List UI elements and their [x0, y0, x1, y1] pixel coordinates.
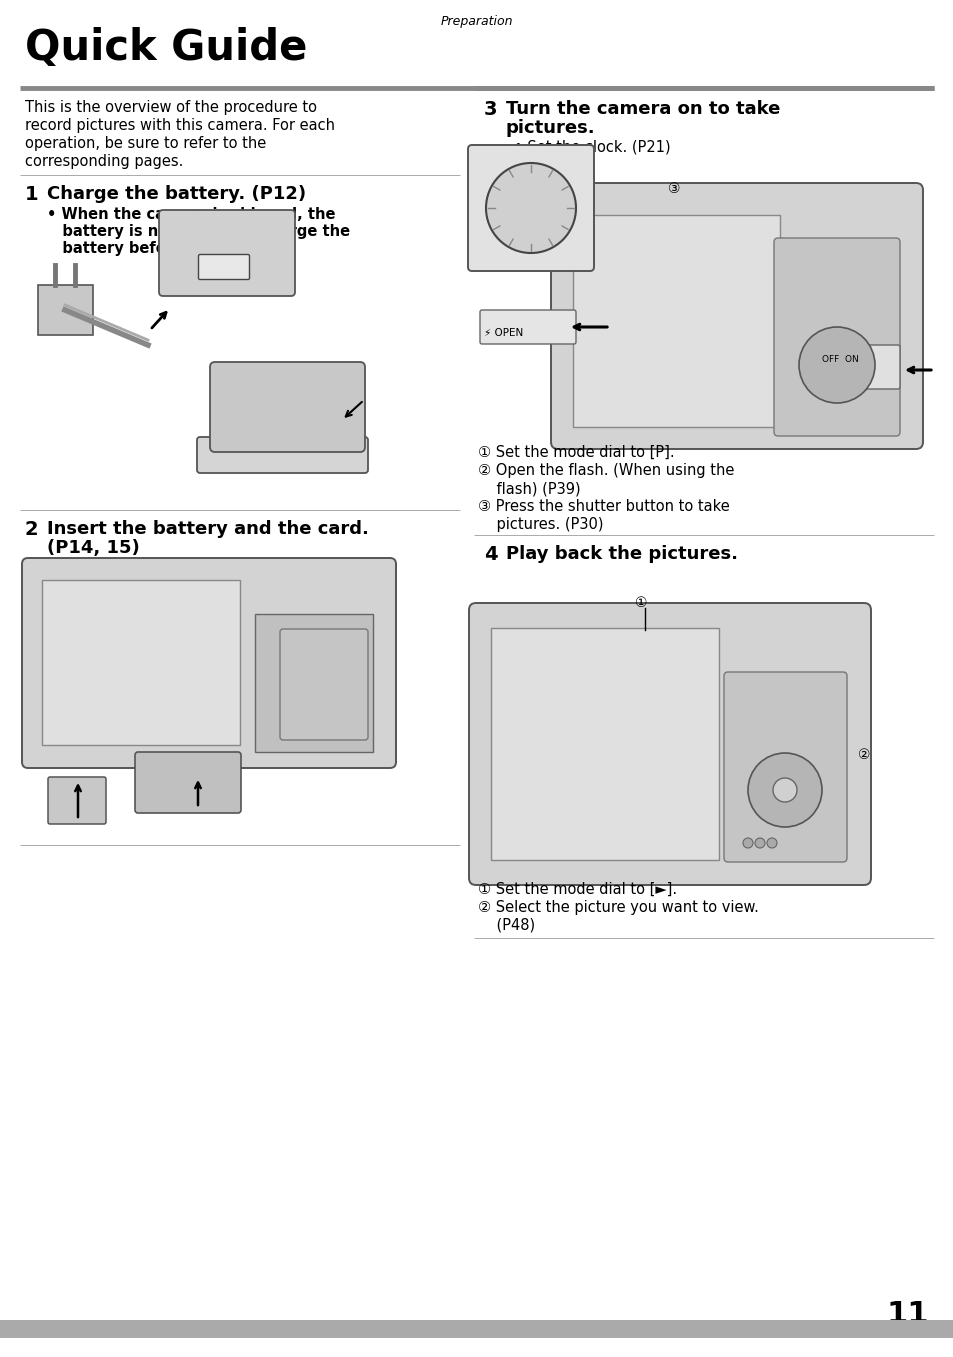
FancyBboxPatch shape — [42, 579, 240, 745]
FancyBboxPatch shape — [469, 603, 870, 885]
Text: operation, be sure to refer to the: operation, be sure to refer to the — [25, 136, 266, 151]
FancyBboxPatch shape — [491, 628, 719, 860]
Text: 2: 2 — [25, 520, 38, 539]
Text: 3: 3 — [483, 100, 497, 119]
Text: Insert the battery and the card.: Insert the battery and the card. — [47, 520, 369, 537]
Circle shape — [485, 163, 576, 252]
FancyBboxPatch shape — [573, 214, 780, 427]
FancyBboxPatch shape — [159, 210, 294, 296]
FancyBboxPatch shape — [479, 309, 576, 345]
Circle shape — [799, 327, 874, 403]
Circle shape — [747, 753, 821, 826]
Text: ① Set the mode dial to [P].: ① Set the mode dial to [P]. — [477, 445, 674, 460]
Text: ①: ① — [521, 202, 533, 216]
Text: ①: ① — [635, 596, 647, 611]
FancyBboxPatch shape — [280, 630, 368, 740]
Circle shape — [772, 778, 796, 802]
Circle shape — [742, 839, 752, 848]
Text: This is the overview of the procedure to: This is the overview of the procedure to — [25, 100, 316, 115]
Text: • Set the clock. (P21): • Set the clock. (P21) — [514, 140, 670, 155]
Text: Charge the battery. (P12): Charge the battery. (P12) — [47, 185, 306, 204]
Text: ②: ② — [857, 748, 869, 763]
Text: Turn the camera on to take: Turn the camera on to take — [505, 100, 780, 118]
Circle shape — [754, 839, 764, 848]
FancyBboxPatch shape — [723, 672, 846, 862]
Text: 11: 11 — [886, 1300, 928, 1329]
Text: 1: 1 — [25, 185, 38, 204]
Text: ① Set the mode dial to [►].: ① Set the mode dial to [►]. — [477, 882, 677, 897]
FancyBboxPatch shape — [135, 752, 241, 813]
FancyBboxPatch shape — [254, 613, 373, 752]
Text: record pictures with this camera. For each: record pictures with this camera. For ea… — [25, 118, 335, 133]
FancyBboxPatch shape — [551, 183, 923, 449]
Text: OFF  ON: OFF ON — [821, 356, 858, 364]
FancyBboxPatch shape — [196, 437, 368, 474]
Text: flash) (P39): flash) (P39) — [477, 480, 580, 497]
Text: (P48): (P48) — [477, 917, 535, 934]
Text: corresponding pages.: corresponding pages. — [25, 153, 183, 170]
FancyBboxPatch shape — [815, 345, 899, 389]
FancyBboxPatch shape — [773, 237, 899, 436]
Text: ⚡ OPEN: ⚡ OPEN — [483, 328, 522, 338]
Text: Preparation: Preparation — [440, 15, 513, 28]
Text: LUMIX: LUMIX — [148, 788, 178, 798]
Text: Quick Guide: Quick Guide — [25, 27, 307, 69]
Text: (P14, 15): (P14, 15) — [47, 539, 139, 556]
Text: battery is not charged. Charge the: battery is not charged. Charge the — [47, 224, 350, 239]
Text: ② Open the flash. (When using the: ② Open the flash. (When using the — [477, 463, 734, 478]
FancyBboxPatch shape — [210, 362, 365, 452]
FancyBboxPatch shape — [22, 558, 395, 768]
FancyBboxPatch shape — [198, 255, 250, 280]
Text: VQT0S46: VQT0S46 — [883, 1324, 931, 1335]
Text: pictures. (P30): pictures. (P30) — [477, 517, 603, 532]
Text: ③ Press the shutter button to take: ③ Press the shutter button to take — [477, 499, 729, 514]
Text: Play back the pictures.: Play back the pictures. — [505, 546, 738, 563]
Polygon shape — [38, 285, 92, 335]
Text: • When the camera is shipped, the: • When the camera is shipped, the — [47, 208, 335, 223]
FancyBboxPatch shape — [468, 145, 594, 271]
Circle shape — [766, 839, 776, 848]
FancyBboxPatch shape — [48, 778, 106, 824]
Text: pictures.: pictures. — [505, 119, 595, 137]
Bar — [0, 1320, 953, 1338]
Text: ② Select the picture you want to view.: ② Select the picture you want to view. — [477, 900, 758, 915]
Text: LUMIX: LUMIX — [237, 418, 273, 427]
Text: battery before use.: battery before use. — [47, 242, 223, 256]
Text: 4: 4 — [483, 546, 497, 565]
Text: ③: ③ — [667, 182, 679, 195]
